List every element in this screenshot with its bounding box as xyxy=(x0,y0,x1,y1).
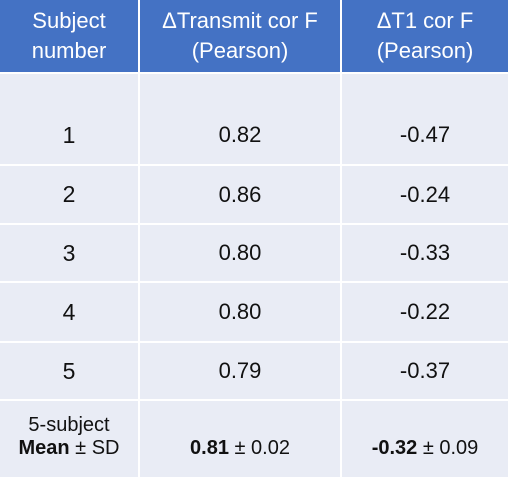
header-transmit: ΔTransmit cor F (Pearson) xyxy=(140,0,342,74)
table-row-transmit: 0.79 xyxy=(140,341,342,399)
spacer-band xyxy=(0,74,140,106)
table-row-subject: 4 xyxy=(0,281,140,341)
header-subject-line2: number xyxy=(31,38,107,63)
summary-sd-label: ± SD xyxy=(69,437,120,459)
table-row-t1: -0.22 xyxy=(342,281,508,341)
header-t1-line1: ΔT1 cor F xyxy=(376,8,474,33)
spacer-band xyxy=(342,74,508,106)
table-row-transmit: 0.82 xyxy=(140,106,342,164)
table-row-subject: 2 xyxy=(0,164,140,223)
table-row-transmit: 0.80 xyxy=(140,223,342,281)
summary-t1-mean: -0.32 xyxy=(371,437,418,459)
summary-t1: -0.32 ± 0.09 xyxy=(342,437,508,477)
table-row-transmit: 0.80 xyxy=(140,281,342,341)
header-transmit-line1: ΔTransmit cor F xyxy=(162,8,318,33)
summary-label-line2: Mean ± SD xyxy=(0,437,140,477)
table-row-t1: -0.37 xyxy=(342,341,508,399)
summary-transmit-sd: ± 0.02 xyxy=(228,437,290,459)
table-row-t1: -0.47 xyxy=(342,106,508,164)
table-row-subject: 1 xyxy=(0,106,140,164)
header-t1-line2: (Pearson) xyxy=(376,38,474,63)
table-row-t1: -0.33 xyxy=(342,223,508,281)
header-t1: ΔT1 cor F (Pearson) xyxy=(342,0,508,74)
summary-t1-sd: ± 0.09 xyxy=(417,437,479,459)
spacer-band xyxy=(140,74,342,106)
summary-spacer xyxy=(140,399,342,437)
summary-mean-label: Mean xyxy=(18,437,70,459)
table-row-subject: 5 xyxy=(0,341,140,399)
summary-spacer xyxy=(342,399,508,437)
summary-label-line1: 5-subject xyxy=(0,399,140,437)
table-row-transmit: 0.86 xyxy=(140,164,342,223)
summary-subject-count: 5-subject xyxy=(28,414,110,436)
header-transmit-line2: (Pearson) xyxy=(191,38,289,63)
table-row-subject: 3 xyxy=(0,223,140,281)
header-subject-line1: Subject xyxy=(32,8,106,33)
table-row-t1: -0.24 xyxy=(342,164,508,223)
summary-transmit-mean: 0.81 xyxy=(190,437,229,459)
header-subject-number: Subject number xyxy=(0,0,140,74)
summary-transmit: 0.81 ± 0.02 xyxy=(140,437,342,477)
